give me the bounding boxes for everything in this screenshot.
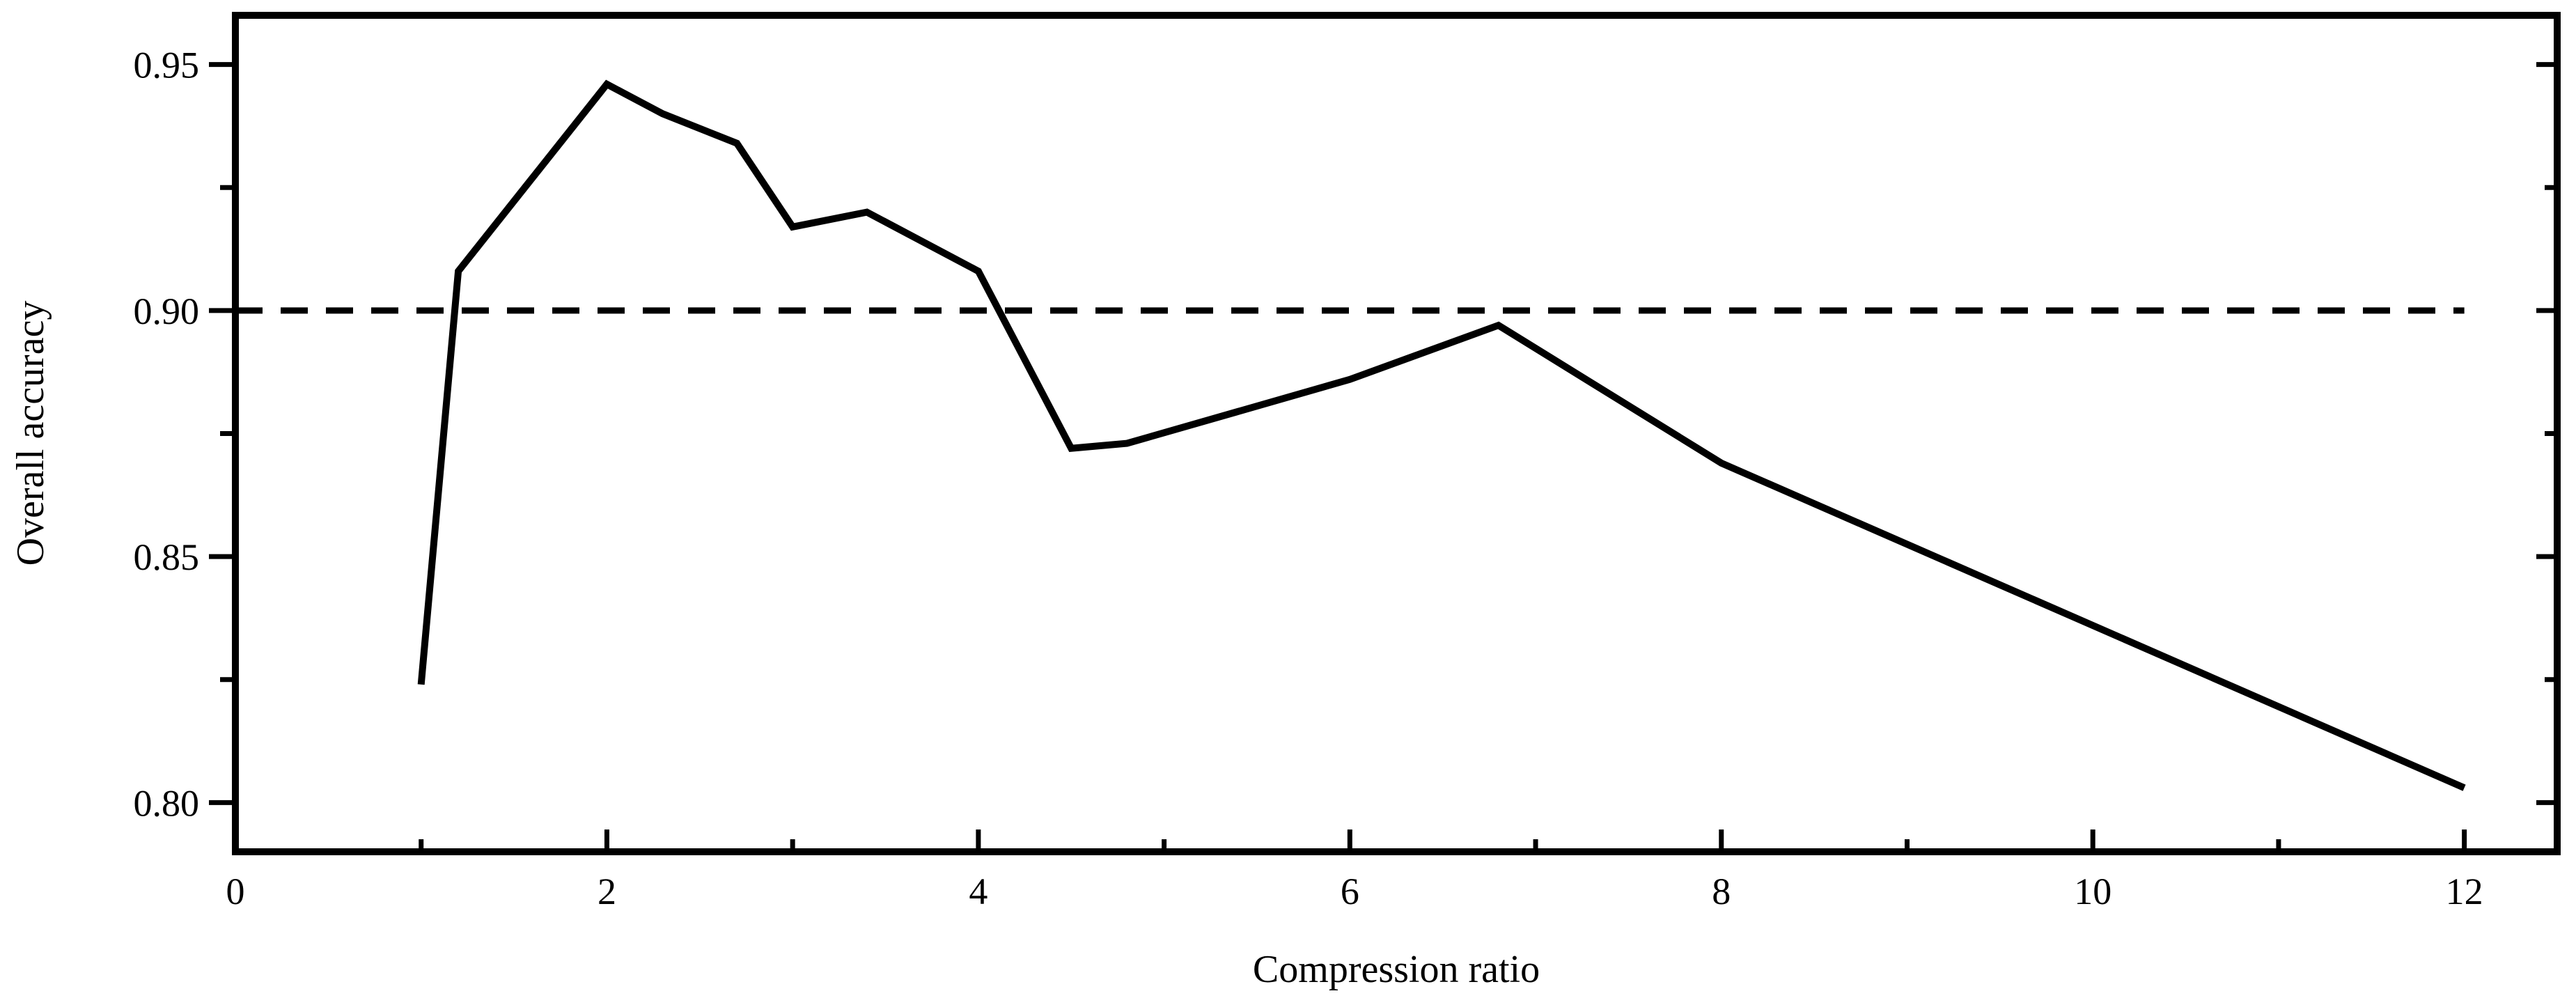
accuracy-line (417, 79, 2466, 791)
x-tick-label: 0 (226, 871, 245, 912)
x-tick-label: 10 (2074, 871, 2111, 912)
x-axis-title: Compression ratio (1253, 948, 1540, 991)
y-tick-label: 0.95 (134, 45, 200, 86)
x-tick-label: 4 (969, 871, 988, 912)
y-tick-label: 0.90 (134, 290, 200, 332)
x-tick-label: 8 (1712, 871, 1731, 912)
axis-tick-labels: 0 2 4 6 8 10 12 0.95 0.90 0.85 0.80 (134, 45, 2483, 912)
y-tick-label: 0.85 (134, 536, 200, 578)
plot-border (232, 12, 2561, 855)
axis-ticks (209, 62, 2557, 852)
y-axis-title: Overall accuracy (9, 301, 52, 566)
x-tick-label: 6 (1341, 871, 1359, 912)
y-tick-label: 0.80 (134, 782, 200, 824)
x-tick-label: 2 (598, 871, 616, 912)
x-tick-label: 12 (2446, 871, 2483, 912)
